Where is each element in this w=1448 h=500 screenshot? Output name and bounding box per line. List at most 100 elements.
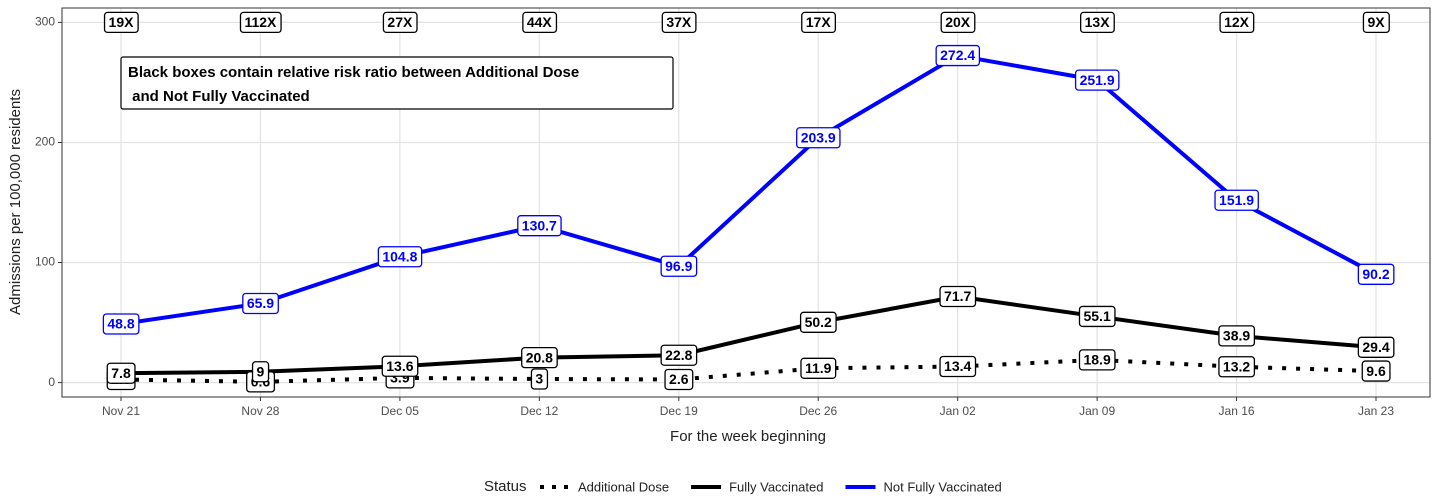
data-label: 9.6	[1361, 360, 1391, 382]
data-label-text: 18.9	[1083, 352, 1110, 368]
ratio-label-text: 27X	[387, 14, 413, 30]
data-label-box	[106, 362, 136, 384]
data-label: 71.7	[939, 285, 977, 308]
x-tick-label: Jan 09	[1079, 404, 1115, 418]
ratio-label-text: 112X	[244, 14, 277, 30]
data-label-text: 130.7	[522, 217, 557, 233]
series-line	[120, 294, 1377, 376]
data-label-box	[102, 313, 140, 335]
data-label: 251.9	[1074, 69, 1120, 91]
data-label-text: 104.8	[382, 248, 417, 264]
data-label-text: 55.1	[1083, 308, 1110, 324]
data-label-text: 71.7	[944, 288, 971, 304]
y-tick-label: 200	[35, 135, 55, 149]
data-label-text: 22.8	[665, 347, 692, 363]
ratio-label-text: 37X	[666, 14, 692, 30]
y-tick-label: 100	[35, 255, 55, 269]
data-label-text: 9	[257, 363, 265, 379]
ratio-label-box	[522, 11, 558, 34]
data-label-box	[530, 368, 549, 390]
data-label-box	[1218, 356, 1256, 378]
data-label: 151.9	[1214, 189, 1259, 211]
legend-label: Fully Vaccinated	[729, 479, 823, 494]
data-label-box	[1357, 263, 1395, 285]
data-label-text: 203.9	[801, 129, 836, 145]
data-label: 65.9	[242, 292, 279, 315]
data-label: 2.6	[664, 368, 694, 391]
data-label: 22.8	[660, 344, 698, 366]
legend-title: Status	[484, 478, 527, 495]
data-label-box	[1218, 325, 1256, 347]
data-label-text: 251.9	[1080, 72, 1115, 88]
x-tick-label: Jan 23	[1358, 404, 1394, 418]
data-label: 203.9	[796, 127, 841, 149]
ratio-label-box	[1080, 11, 1115, 34]
data-label: 50.2	[799, 311, 837, 333]
legend-label: Not Fully Vaccinated	[883, 479, 1001, 494]
data-label-box	[664, 368, 694, 391]
ratio-label-text: 19X	[109, 14, 135, 30]
y-axis-title: Admissions per 100,000 residents	[7, 89, 24, 315]
data-label-box	[799, 311, 837, 333]
data-label-box	[1357, 336, 1395, 358]
data-label-text: 11.9	[805, 360, 832, 376]
data-label-box	[660, 255, 698, 277]
ratio-label-text: 12X	[1224, 14, 1250, 30]
data-label: 3	[530, 368, 549, 390]
data-label: 7.8	[106, 362, 136, 384]
data-label-box	[1078, 305, 1116, 328]
data-label-box	[1214, 189, 1259, 211]
ratio-label: 37X	[661, 11, 697, 34]
ratio-label-box	[940, 11, 976, 34]
data-label-box	[800, 357, 837, 379]
note-text: Black boxes contain relative risk ratio …	[128, 64, 579, 81]
x-tick-label: Dec 05	[381, 404, 419, 418]
data-label-text: 13.2	[1223, 358, 1250, 374]
data-label-box	[939, 355, 977, 378]
ratio-label-text: 9X	[1367, 14, 1385, 30]
data-label-box	[1074, 69, 1120, 91]
y-tick-label: 300	[35, 15, 55, 29]
ratio-label-text: 44X	[527, 14, 553, 30]
ratio-label: 20X	[940, 11, 976, 34]
x-axis-title: For the week beginning	[670, 428, 826, 445]
data-label-text: 20.8	[526, 349, 553, 365]
y-tick-label: 0	[48, 375, 55, 389]
x-tick-label: Jan 02	[940, 404, 976, 418]
data-label-text: 29.4	[1362, 339, 1389, 355]
data-label-box	[521, 346, 558, 369]
data-label-box	[377, 246, 423, 268]
series-line	[120, 53, 1377, 326]
data-label-text: 50.2	[805, 314, 832, 330]
data-label: 11.9	[800, 357, 837, 379]
data-label-box	[381, 355, 419, 377]
ratio-label-box	[103, 11, 139, 34]
x-tick-label: Nov 28	[241, 404, 279, 418]
ratio-label-box	[801, 11, 836, 34]
data-label-text: 13.4	[944, 358, 971, 374]
ratio-label-text: 20X	[945, 14, 971, 30]
x-tick-label: Nov 21	[102, 404, 140, 418]
data-label-box	[939, 285, 977, 308]
data-label-text: 9.6	[1366, 363, 1386, 379]
data-label: 18.9	[1078, 349, 1116, 371]
data-label-box	[1361, 360, 1391, 382]
note-box	[120, 56, 674, 110]
data-label-box	[517, 215, 562, 237]
data-label: 272.4	[935, 44, 981, 67]
data-label: 13.6	[381, 355, 419, 377]
data-label: 48.8	[102, 313, 140, 335]
data-label-box	[660, 344, 698, 366]
data-label-text: 3	[535, 371, 543, 387]
x-tick-label: Dec 12	[520, 404, 558, 418]
data-label-text: 151.9	[1219, 192, 1254, 208]
ratio-label: 44X	[522, 11, 558, 34]
data-label-text: 7.8	[111, 365, 131, 381]
note: Black boxes contain relative risk ratio …	[120, 56, 674, 110]
data-label-text: 38.9	[1223, 328, 1250, 344]
ratio-label: 17X	[801, 11, 836, 34]
ratio-label: 112X	[239, 11, 282, 34]
note-text: and Not Fully Vaccinated	[128, 88, 310, 105]
ratio-label-box	[382, 11, 418, 34]
